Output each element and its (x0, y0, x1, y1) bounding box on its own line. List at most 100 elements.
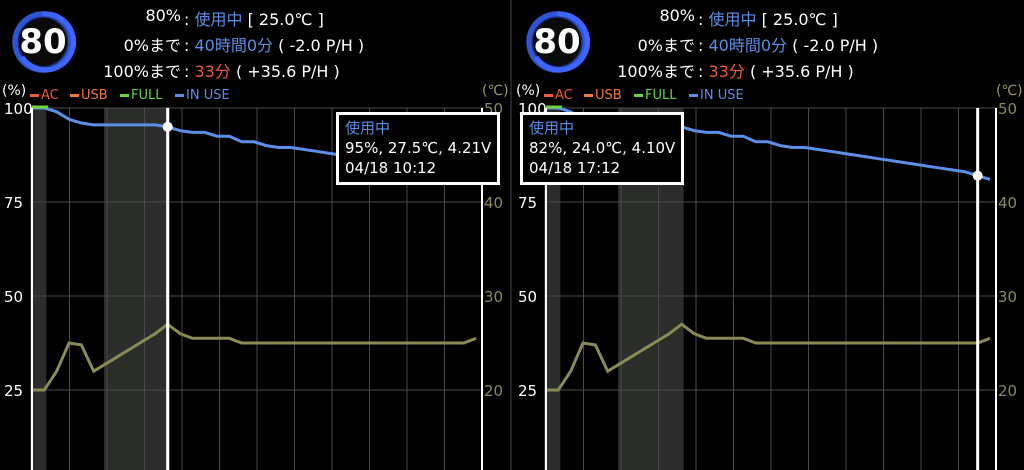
y-axis-left-unit: (%) (516, 83, 541, 99)
y-tick-left: 75 (518, 194, 537, 212)
panel-divider (510, 0, 512, 470)
to-full-detail: : 33分 ( +35.6 P/H ) (184, 58, 340, 82)
legend-ac-label: AC (41, 88, 59, 103)
current-level: 80% (659, 6, 695, 25)
y-tick-right: 30 (484, 288, 503, 306)
charging-band (104, 108, 170, 470)
y-tick-left: 25 (4, 382, 23, 400)
gauge-level-value: 80 (19, 22, 67, 62)
to-full-label: 100%まで (103, 62, 181, 81)
legend-ac-swatch (544, 94, 553, 97)
legend-ac: AC (544, 88, 573, 103)
temperature-line (32, 322, 477, 392)
y-tick-right: 50 (998, 100, 1017, 118)
temperature-line (546, 322, 991, 392)
tooltip-state: 使用中 (529, 119, 575, 137)
to-empty-time: 40時間0分 (708, 36, 788, 55)
status-line-to-empty: 0%まで : 40時間0分 ( -2.0 P/H ) (514, 32, 1022, 56)
to-empty-rate: ( -2.0 P/H ) (787, 36, 879, 55)
legend-ac-swatch (30, 94, 39, 97)
to-full-rate: ( +35.6 P/H ) (230, 62, 340, 81)
separator: : (184, 10, 195, 29)
point-tooltip: 使用中 82%, 24.0℃, 4.10V 04/18 17:12 (520, 112, 685, 185)
y-tick-right: 20 (484, 382, 503, 400)
legend-in-use: IN USE (689, 88, 744, 103)
legend-full: FULL (120, 88, 162, 103)
gauge-ring-icon (526, 11, 591, 73)
legend-in-use-swatch (689, 94, 698, 97)
to-full-label: 100%まで (617, 62, 695, 81)
battery-panel-right: 80 80% : 使用中 [ 25.0℃ ] 0%まで : 40時間0分 ( -… (514, 0, 1022, 470)
separator: : (698, 62, 709, 81)
legend-usb-swatch (70, 94, 79, 97)
status-line-to-full: 100%まで : 33分 ( +35.6 P/H ) (0, 58, 508, 82)
battery-panel-left: 80 80% : 使用中 [ 25.0℃ ] 0%まで : 40時間0分 ( -… (0, 0, 508, 470)
battery-level-gauge[interactable]: 80 (10, 9, 77, 75)
to-full-detail: : 33分 ( +35.6 P/H ) (698, 58, 854, 82)
separator: : (698, 10, 709, 29)
status-line-to-full: 100%まで : 33分 ( +35.6 P/H ) (514, 58, 1022, 82)
y-tick-left: 50 (518, 288, 537, 306)
point-tooltip: 使用中 95%, 27.5℃, 4.21V 04/18 10:12 (336, 112, 501, 185)
legend-in-use-label: IN USE (700, 88, 744, 103)
to-full-time: 33分 (194, 62, 231, 81)
legend-full: FULL (634, 88, 676, 103)
status-line-current: 80% : 使用中 [ 25.0℃ ] (514, 6, 1022, 30)
y-axis-right-unit: (℃) (996, 83, 1022, 99)
y-tick-right: 40 (484, 194, 503, 212)
legend-usb: USB (584, 88, 622, 103)
tooltip-values: 95%, 27.5℃, 4.21V (345, 139, 492, 157)
separator: : (698, 36, 709, 55)
legend-full-swatch (634, 94, 643, 97)
current-state: 使用中 (194, 10, 243, 29)
status-line-current: 80% : 使用中 [ 25.0℃ ] (0, 6, 508, 30)
to-empty-label: 0%まで (123, 36, 181, 55)
charging-band (544, 108, 561, 470)
legend-usb: USB (70, 88, 108, 103)
current-state: 使用中 (708, 10, 757, 29)
to-empty-detail: : 40時間0分 ( -2.0 P/H ) (698, 32, 878, 56)
charging-band (30, 108, 47, 470)
legend-in-use-label: IN USE (186, 88, 230, 103)
y-axis-left-unit: (%) (2, 83, 27, 99)
y-tick-left: 75 (4, 194, 23, 212)
legend-usb-label: USB (81, 88, 108, 103)
legend-usb-swatch (584, 94, 593, 97)
legend-full-label: FULL (645, 88, 677, 103)
y-tick-right: 40 (998, 194, 1017, 212)
to-empty-time: 40時間0分 (194, 36, 274, 55)
current-temp: [ 25.0℃ ] (756, 10, 838, 29)
current-level-detail: : 使用中 [ 25.0℃ ] (698, 6, 838, 30)
current-temp: [ 25.0℃ ] (242, 10, 324, 29)
legend-full-swatch (120, 94, 129, 97)
legend-in-use-swatch (175, 94, 184, 97)
y-tick-left: 100 (4, 100, 33, 118)
legend-ac-label: AC (555, 88, 573, 103)
to-empty-label: 0%まで (637, 36, 695, 55)
separator: : (184, 62, 195, 81)
to-full-time: 33分 (708, 62, 745, 81)
gauge-ring-icon (12, 11, 77, 73)
status-line-to-empty: 0%まで : 40時間0分 ( -2.0 P/H ) (0, 32, 508, 56)
to-empty-detail: : 40時間0分 ( -2.0 P/H ) (184, 32, 364, 56)
y-axis-right-unit: (℃) (482, 83, 508, 99)
separator: : (184, 36, 195, 55)
tooltip-datetime: 04/18 10:12 (345, 159, 437, 177)
to-empty-rate: ( -2.0 P/H ) (273, 36, 365, 55)
y-tick-left: 25 (518, 382, 537, 400)
gauge-level-value: 80 (533, 22, 581, 62)
current-level: 80% (145, 6, 181, 25)
current-level-detail: : 使用中 [ 25.0℃ ] (184, 6, 324, 30)
y-tick-left: 50 (4, 288, 23, 306)
y-tick-right: 30 (998, 288, 1017, 306)
to-full-rate: ( +35.6 P/H ) (744, 62, 854, 81)
cursor-point (162, 121, 173, 132)
tooltip-datetime: 04/18 17:12 (529, 159, 621, 177)
battery-level-gauge[interactable]: 80 (524, 9, 591, 75)
legend-ac: AC (30, 88, 59, 103)
legend-usb-label: USB (595, 88, 622, 103)
tooltip-state: 使用中 (345, 119, 391, 137)
cursor-point (972, 170, 983, 181)
